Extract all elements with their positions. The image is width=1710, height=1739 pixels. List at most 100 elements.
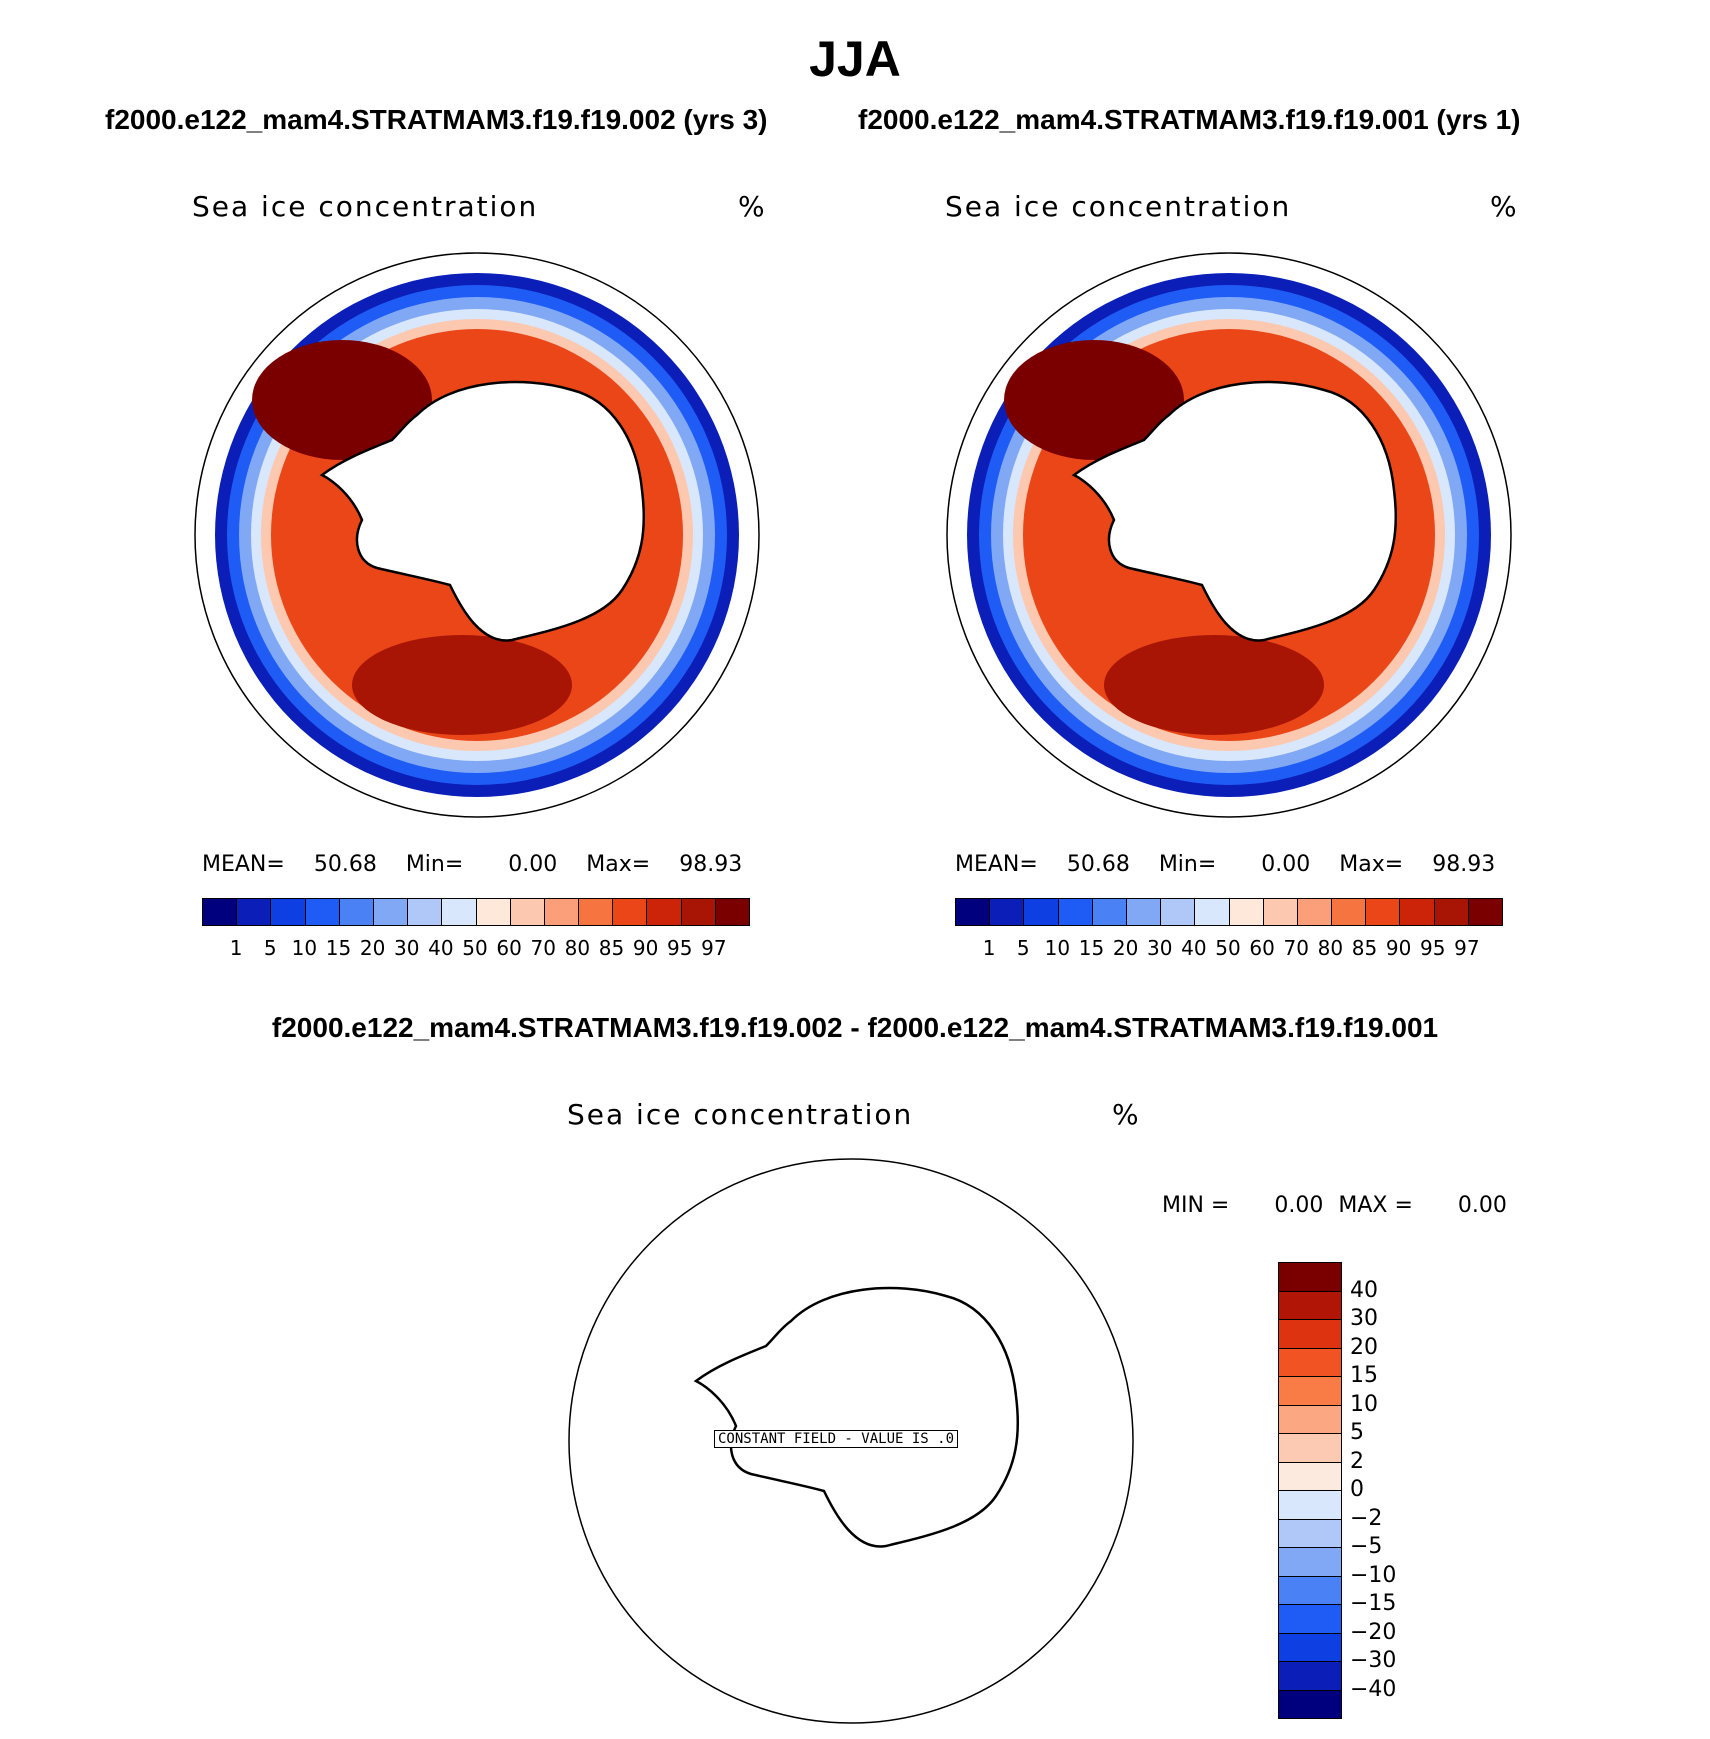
colorbar-tick-label: 95 — [1420, 936, 1446, 960]
panel-1-case-title: f2000.e122_mam4.STRATMAM3.f19.f19.002 (y… — [105, 104, 768, 135]
colorbar-swatch — [1279, 1348, 1341, 1377]
difference-stats: MIN = 0.00 MAX = 0.00 — [1162, 1193, 1507, 1218]
colorbar-tick-label: 60 — [1249, 936, 1275, 960]
max-value: 98.93 — [679, 852, 743, 877]
colorbar-swatch — [647, 899, 682, 925]
colorbar-swatch — [1279, 1263, 1341, 1292]
colorbar-tick-label: 0 — [1350, 1477, 1364, 1502]
colorbar-tick-label: −40 — [1350, 1676, 1397, 1702]
panel-2-polar-map — [946, 252, 1512, 818]
colorbar-swatch — [1279, 1548, 1341, 1577]
main-title: JJA — [809, 31, 901, 87]
contour-band — [1104, 635, 1324, 735]
colorbar-tick-label: 50 — [462, 936, 488, 960]
mean-label: MEAN= — [202, 852, 285, 877]
colorbar-tick-label: 15 — [1350, 1363, 1378, 1388]
antarctica-coastline — [319, 380, 646, 642]
colorbar-swatch — [1279, 1405, 1341, 1434]
min-label: MIN = — [1162, 1193, 1230, 1218]
max-label: Max= — [1339, 852, 1404, 877]
panel-1-variable-name: Sea ice concentration — [192, 190, 539, 223]
colorbar-swatch — [1195, 899, 1230, 925]
colorbar-tick-label: −5 — [1350, 1534, 1383, 1559]
colorbar-tick-label: 80 — [1317, 936, 1344, 960]
antarctica-coastline — [693, 1286, 1020, 1548]
difference-units: % — [1112, 1098, 1141, 1131]
colorbar-tick-label: 2 — [1350, 1448, 1364, 1474]
panel-2-colorbar — [955, 898, 1503, 926]
colorbar-swatch — [1366, 899, 1401, 925]
colorbar-tick-label: −20 — [1350, 1619, 1397, 1645]
antarctica-coastline — [1071, 380, 1398, 642]
colorbar-swatch — [339, 899, 374, 925]
colorbar-tick-label: 1 — [982, 936, 996, 960]
difference-variable-name: Sea ice concentration — [567, 1098, 914, 1131]
colorbar-swatch — [1332, 899, 1367, 925]
colorbar-tick-label: 10 — [1044, 936, 1071, 960]
min-label: Min= — [1158, 852, 1217, 877]
panel-1-units: % — [738, 190, 767, 223]
colorbar-tick-label: 20 — [359, 936, 386, 960]
colorbar-swatch — [1434, 899, 1469, 925]
difference-colorbar-ticks: 40 30 20 15 10 5 2 0 −2 −5 −10 −15 −20 −30 −40 — [1350, 1262, 1430, 1702]
colorbar-tick-label: 30 — [1147, 936, 1173, 960]
colorbar-swatch — [203, 899, 238, 925]
colorbar-swatch — [1279, 1662, 1341, 1691]
difference-colorbar — [1278, 1262, 1342, 1719]
panel-2-case-title: f2000.e122_mam4.STRATMAM3.f19.f19.001 (y… — [858, 104, 1521, 135]
panel-2-stats: MEAN= 50.68 Min= 0.00 Max= 98.93 — [955, 852, 1495, 877]
colorbar-swatch — [373, 899, 409, 925]
max-value: 98.93 — [1432, 852, 1496, 877]
colorbar-swatch — [1263, 899, 1298, 925]
colorbar-swatch — [1279, 1462, 1341, 1491]
colorbar-swatch — [510, 899, 545, 925]
colorbar-tick-label: 5 — [1016, 936, 1030, 960]
colorbar-tick-label: 90 — [632, 936, 659, 960]
max-value: 0.00 — [1457, 1193, 1507, 1218]
colorbar-swatch — [681, 899, 716, 925]
colorbar-swatch — [271, 899, 306, 925]
difference-title: f2000.e122_mam4.STRATMAM3.f19.f19.002 - … — [271, 1012, 1439, 1043]
colorbar-tick-label: 30 — [394, 936, 420, 960]
panel-2-colorbar-ticks: 1 5 10 15 20 30 40 50 60 70 80 85 90 95 97 — [955, 936, 1501, 962]
colorbar-swatch — [408, 899, 443, 925]
colorbar-tick-label: 30 — [1350, 1306, 1378, 1331]
colorbar-tick-label: 90 — [1385, 936, 1412, 960]
colorbar-tick-label: −2 — [1350, 1505, 1383, 1531]
colorbar-swatch — [1279, 1434, 1341, 1463]
colorbar-swatch — [1279, 1605, 1341, 1634]
colorbar-swatch — [1279, 1690, 1341, 1718]
colorbar-tick-label: 15 — [325, 936, 352, 960]
colorbar-swatch — [544, 899, 580, 925]
colorbar-tick-label: 60 — [496, 936, 522, 960]
colorbar-swatch — [1024, 899, 1059, 925]
colorbar-swatch — [1279, 1491, 1341, 1520]
colorbar-swatch — [442, 899, 477, 925]
colorbar-swatch — [956, 899, 991, 925]
colorbar-swatch — [1279, 1519, 1341, 1548]
colorbar-swatch — [305, 899, 340, 925]
colorbar-swatch — [1126, 899, 1162, 925]
colorbar-tick-label: −30 — [1350, 1648, 1397, 1673]
colorbar-swatch — [1279, 1377, 1341, 1406]
colorbar-swatch — [1092, 899, 1127, 925]
min-value: 0.00 — [508, 852, 558, 877]
colorbar-tick-label: 20 — [1350, 1334, 1378, 1360]
panel-1-stats: MEAN= 50.68 Min= 0.00 Max= 98.93 — [202, 852, 742, 877]
colorbar-tick-label: 40 — [1350, 1277, 1378, 1303]
panel-2-units: % — [1490, 190, 1519, 223]
colorbar-swatch — [1468, 899, 1502, 925]
contour-band — [252, 340, 432, 460]
colorbar-swatch — [715, 899, 749, 925]
colorbar-tick-label: 5 — [263, 936, 277, 960]
colorbar-tick-label: 40 — [1181, 936, 1207, 960]
min-value: 0.00 — [1274, 1193, 1324, 1218]
colorbar-swatch — [990, 899, 1025, 925]
colorbar-swatch — [237, 899, 272, 925]
colorbar-tick-label: 10 — [1350, 1391, 1378, 1417]
colorbar-tick-label: 40 — [428, 936, 454, 960]
colorbar-tick-label: 5 — [1350, 1420, 1364, 1445]
colorbar-tick-label: 95 — [667, 936, 693, 960]
colorbar-tick-label: 10 — [291, 936, 318, 960]
panel-2-variable-name: Sea ice concentration — [945, 190, 1292, 223]
